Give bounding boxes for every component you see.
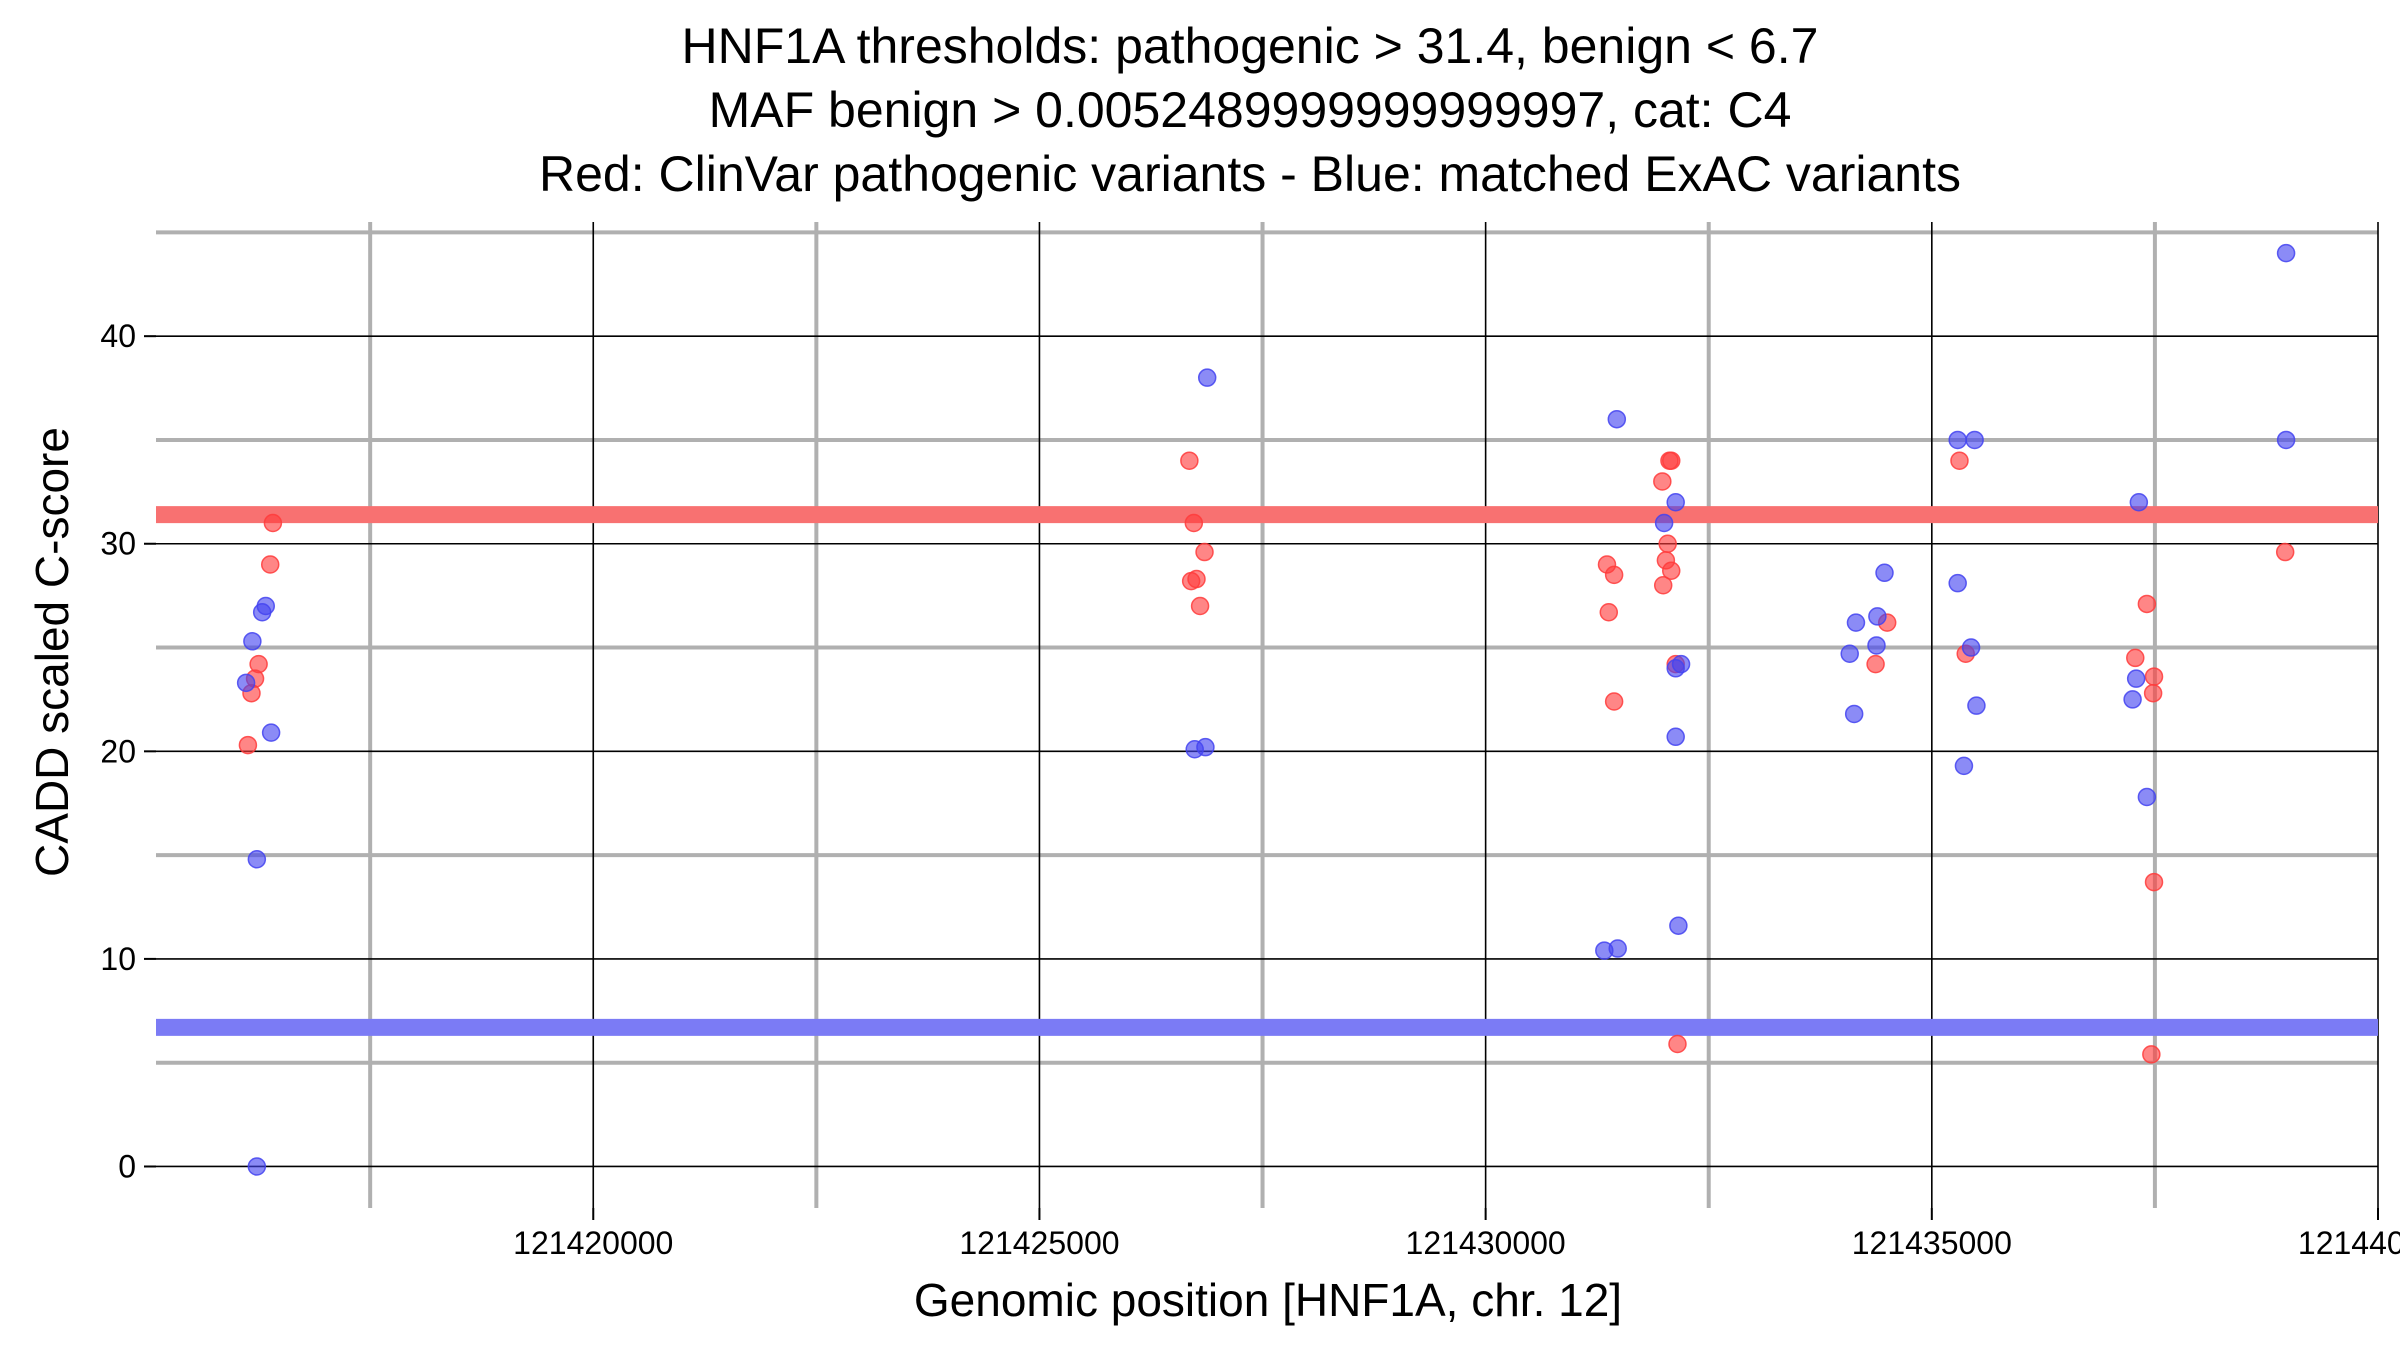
x-axis-label: Genomic position [HNF1A, chr. 12]: [913, 1274, 1623, 1326]
exac-variant-point: [1875, 563, 1894, 583]
exac-variant-point: [2123, 690, 2142, 709]
exac-variant-point: [1948, 430, 1967, 450]
x-tick-label: 121440000: [2298, 1225, 2400, 1261]
exac-variant-point: [247, 850, 267, 869]
exac-variant-point: [1608, 939, 1627, 958]
clinvar-pathogenic-point: [2143, 683, 2163, 703]
exac-variant-point: [1197, 368, 1217, 387]
exac-variant-point: [2276, 243, 2296, 263]
clinvar-pathogenic-point: [1604, 692, 1624, 711]
exac-variant-point: [243, 632, 262, 651]
title-line-2: MAF benign > 0.0052489999999999997, cat:…: [708, 82, 1792, 138]
clinvar-pathogenic-point: [249, 654, 268, 674]
x-tick-label: 121430000: [1406, 1225, 1566, 1261]
y-tick-label: 0: [118, 1148, 136, 1184]
exac-variant-point: [1671, 654, 1691, 674]
exac-variant-point: [1666, 727, 1685, 747]
clinvar-pathogenic-point: [238, 735, 258, 755]
clinvar-pathogenic-point: [1658, 534, 1677, 553]
axis-ticks: 0 10 20 30 40 121420000 121425000 121430000 1214…: [100, 318, 2400, 1261]
clinvar-pathogenic-point: [1661, 451, 1681, 470]
clinvar-pathogenic-point: [2142, 1045, 2161, 1064]
clinvar-pathogenic-point: [1653, 472, 1672, 491]
exac-variant-point: [1867, 636, 1886, 655]
clinvar-pathogenic-point: [2275, 542, 2295, 562]
exac-variant-point: [1954, 756, 1974, 776]
exac-variant-point: [2276, 430, 2296, 450]
clinvar-pathogenic-point: [1190, 596, 1210, 616]
data-points: [236, 243, 2296, 1176]
clinvar-pathogenic-point: [1653, 576, 1673, 595]
y-tick-label: 10: [100, 941, 136, 977]
clinvar-pathogenic-point: [263, 513, 283, 533]
y-tick-label: 30: [100, 526, 136, 562]
title-line-1: HNF1A thresholds: pathogenic > 31.4, ben…: [681, 18, 1819, 74]
clinvar-pathogenic-point: [1187, 569, 1206, 589]
exac-variant-point: [2137, 787, 2157, 807]
clinvar-pathogenic-point: [1950, 451, 1969, 470]
exac-variant-point: [1967, 696, 1986, 715]
chart-title: HNF1A thresholds: pathogenic > 31.4, ben…: [100, 14, 2400, 206]
clinvar-pathogenic-point: [1866, 654, 1885, 674]
major-gridlines: [156, 222, 2379, 1208]
clinvar-pathogenic-point: [1195, 542, 1214, 562]
clinvar-pathogenic-point: [1668, 1034, 1687, 1054]
exac-variant-point: [247, 1157, 267, 1176]
exac-variant-point: [1965, 430, 1984, 450]
exac-variant-point: [1607, 409, 1627, 429]
exac-variant-point: [1868, 607, 1887, 626]
title-line-3: Red: ClinVar pathogenic variants - Blue:…: [539, 146, 1961, 202]
exac-variant-point: [1654, 513, 1674, 533]
y-tick-label: 40: [100, 318, 136, 354]
exac-variant-point: [256, 596, 276, 616]
threshold-lines: [156, 506, 2378, 1036]
x-tick-label: 121425000: [959, 1225, 1119, 1261]
clinvar-pathogenic-point: [1661, 561, 1681, 580]
exac-variant-point: [261, 723, 281, 742]
clinvar-pathogenic-point: [1599, 602, 1619, 622]
clinvar-pathogenic-point: [1184, 513, 1204, 533]
x-tick-label: 121420000: [513, 1225, 673, 1261]
y-tick-label: 20: [100, 733, 136, 769]
exac-variant-point: [1666, 492, 1685, 512]
exac-variant-point: [1948, 573, 1967, 593]
clinvar-pathogenic-point: [2144, 667, 2164, 686]
exac-variant-point: [236, 673, 256, 693]
x-tick-label: 121435000: [1852, 1225, 2012, 1261]
clinvar-pathogenic-point: [1604, 565, 1624, 585]
exac-variant-point: [1669, 916, 1688, 935]
exac-variant-point: [1844, 704, 1864, 724]
clinvar-pathogenic-point: [1180, 451, 1199, 470]
exac-variant-point: [1196, 737, 1215, 757]
exac-variant-point: [1961, 638, 1981, 657]
clinvar-pathogenic-point: [2144, 872, 2164, 892]
exac-variant-point: [2129, 492, 2149, 512]
clinvar-pathogenic-point: [2126, 648, 2145, 668]
exac-variant-point: [1840, 644, 1859, 664]
exac-variant-point: [2126, 669, 2146, 688]
exac-variant-point: [1846, 613, 1866, 632]
minor-gridlines: [156, 222, 2378, 1208]
clinvar-pathogenic-point: [2137, 594, 2157, 614]
clinvar-pathogenic-point: [260, 555, 280, 574]
y-axis-label: CADD scaled C-score: [26, 427, 78, 877]
